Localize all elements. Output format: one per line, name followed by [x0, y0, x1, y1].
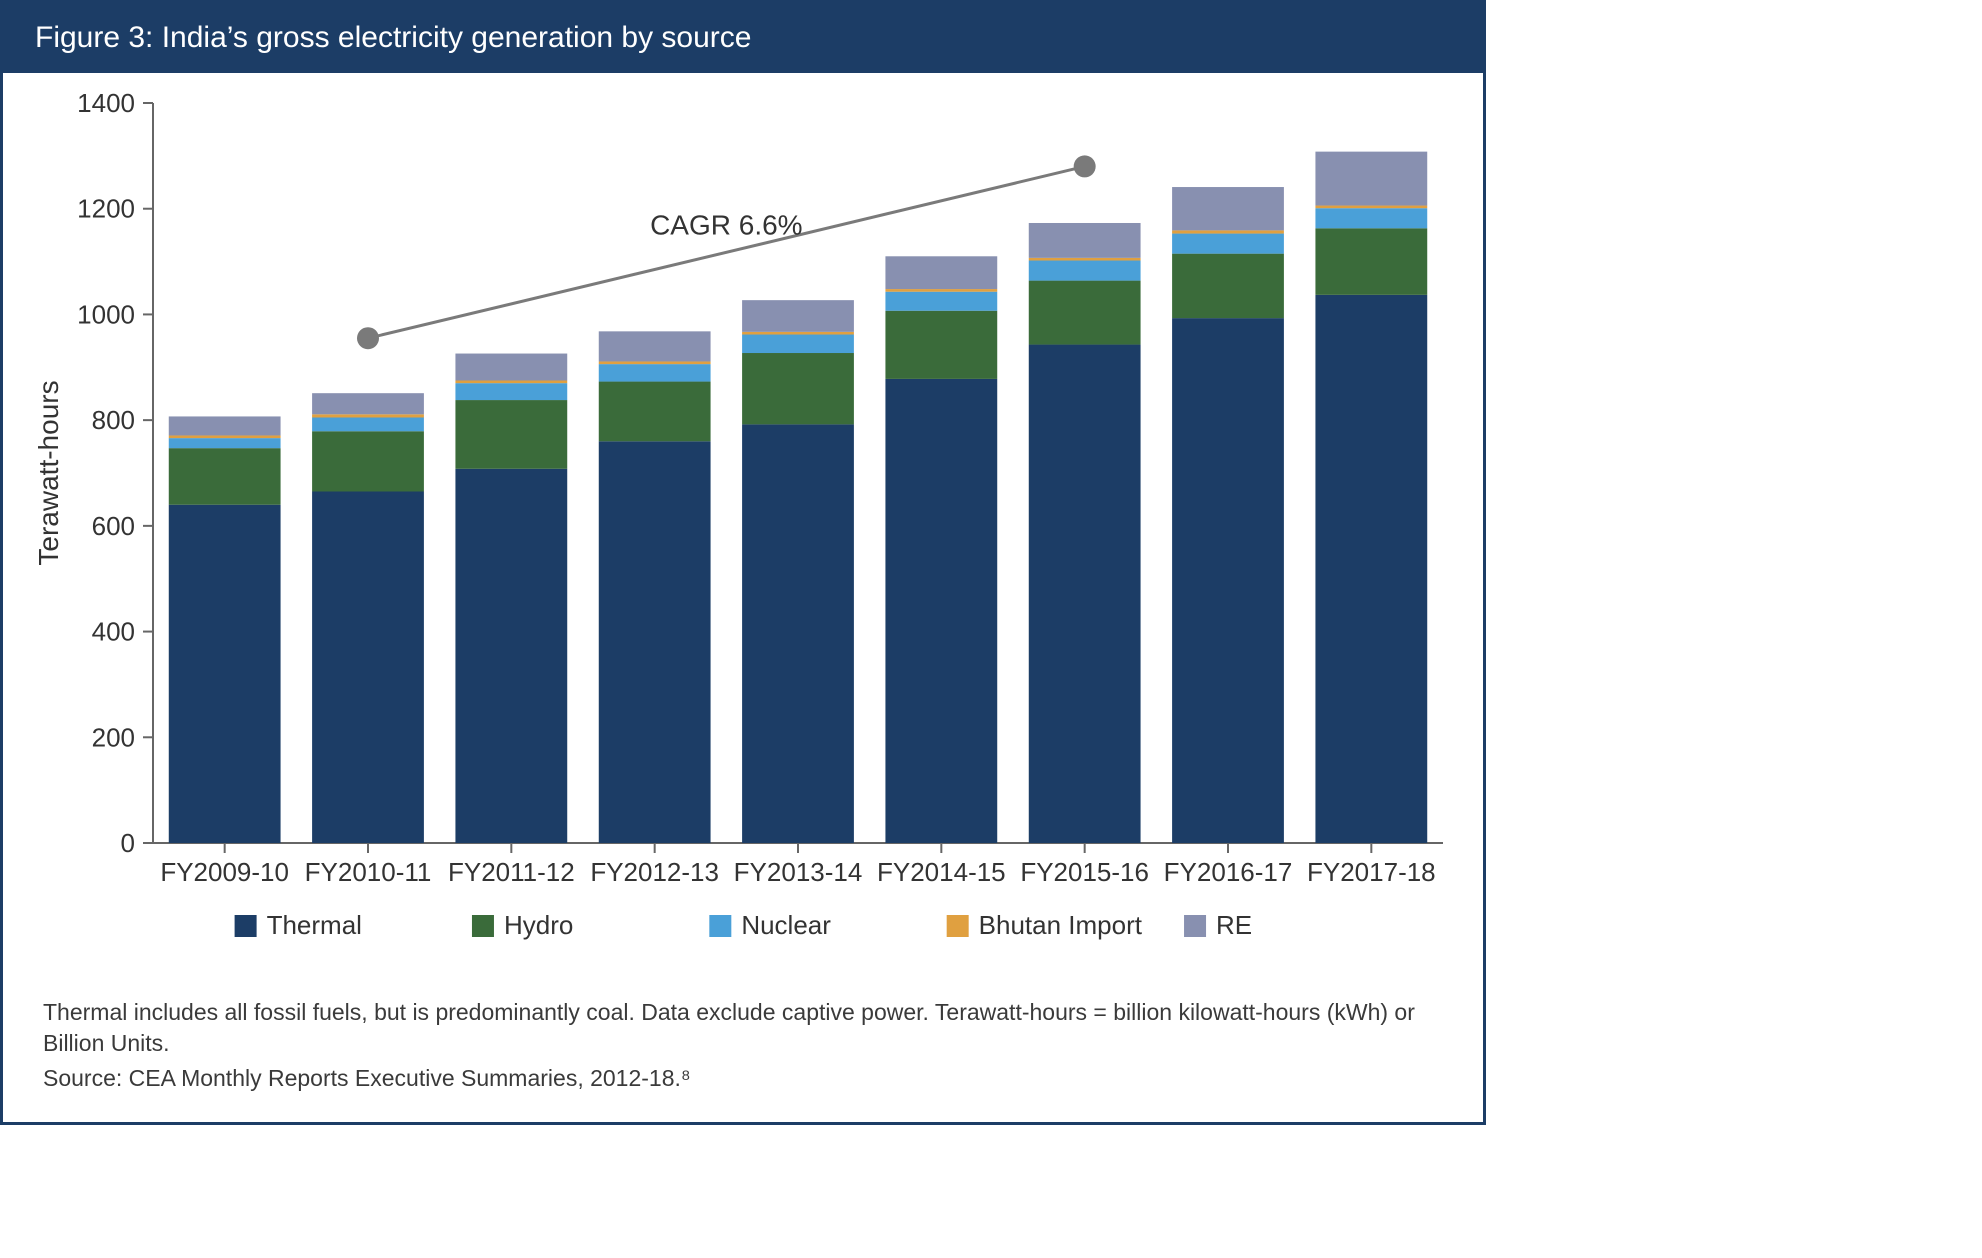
bar-segment — [1315, 208, 1427, 228]
bar-segment — [1172, 187, 1284, 230]
bar-segment — [455, 383, 567, 400]
x-tick-label: FY2013-14 — [734, 857, 863, 887]
stacked-bar-chart: 0 200 400 600 800 1000 1200 1400 Terawatt-hours F… — [3, 73, 1483, 993]
x-tick-label: FY2012-13 — [590, 857, 719, 887]
legend-label: Hydro — [504, 910, 573, 940]
bar-segment — [169, 505, 281, 843]
bar-segment — [169, 416, 281, 435]
bar-segment — [1315, 295, 1427, 843]
y-tick-label: 800 — [92, 405, 135, 435]
x-tick-label: FY2016-17 — [1164, 857, 1293, 887]
bar-segment — [169, 435, 281, 438]
legend-label: RE — [1216, 910, 1252, 940]
legend-label: Thermal — [267, 910, 362, 940]
x-tick-label: FY2015-16 — [1020, 857, 1149, 887]
bar-segment — [1172, 234, 1284, 254]
bar-segment — [742, 353, 854, 424]
y-axis-label: Terawatt-hours — [33, 380, 64, 565]
cagr-label: CAGR 6.6% — [650, 209, 803, 240]
bar-segment — [885, 311, 997, 379]
bar-segment — [1029, 258, 1141, 261]
bar-segment — [599, 382, 711, 442]
y-tick-label: 400 — [92, 617, 135, 647]
figure-container: Figure 3: India’s gross electricity gene… — [0, 0, 1486, 1125]
bar-segment — [742, 424, 854, 843]
bar-segment — [742, 300, 854, 332]
bar-segment — [599, 364, 711, 381]
y-tick-label: 200 — [92, 722, 135, 752]
x-tick-label: FY2014-15 — [877, 857, 1006, 887]
bar-segment — [1029, 281, 1141, 345]
cagr-marker-start — [357, 327, 379, 349]
figure-title: Figure 3: India’s gross electricity gene… — [3, 3, 1483, 73]
chart-area: 0 200 400 600 800 1000 1200 1400 Terawatt-hours F… — [3, 73, 1483, 993]
footnote-text: Thermal includes all fossil fuels, but i… — [43, 997, 1443, 1059]
x-tick-label: FY2009-10 — [160, 857, 289, 887]
bar-segment — [312, 431, 424, 491]
legend-swatch — [709, 915, 731, 937]
legend-label: Nuclear — [741, 910, 831, 940]
bar-segment — [1172, 254, 1284, 318]
legend-swatch — [472, 915, 494, 937]
bar-segment — [1315, 206, 1427, 209]
y-tick-label: 1200 — [77, 194, 135, 224]
bar-segment — [1172, 318, 1284, 843]
y-tick-label: 1400 — [77, 88, 135, 118]
bar-segment — [455, 400, 567, 469]
x-tick-label: FY2017-18 — [1307, 857, 1436, 887]
bar-segment — [312, 418, 424, 432]
x-tick-label: FY2011-12 — [448, 857, 575, 887]
bar-segment — [1029, 261, 1141, 281]
bar-segment — [1315, 228, 1427, 295]
legend-swatch — [1184, 915, 1206, 937]
y-tick-label: 1000 — [77, 299, 135, 329]
bar-segment — [1315, 152, 1427, 206]
bar-segment — [455, 381, 567, 384]
legend-swatch — [947, 915, 969, 937]
bar-segment — [885, 256, 997, 289]
y-tick-label: 600 — [92, 511, 135, 541]
bar-segment — [1172, 230, 1284, 233]
legend-label: Bhutan Import — [979, 910, 1143, 940]
bar-segment — [742, 335, 854, 354]
bar-segment — [885, 289, 997, 292]
bar-segment — [312, 393, 424, 414]
footnotes: Thermal includes all fossil fuels, but i… — [3, 997, 1483, 1122]
y-tick-label: 0 — [121, 828, 135, 858]
bar-segment — [599, 331, 711, 361]
bar-segment — [169, 448, 281, 505]
bar-segment — [312, 492, 424, 844]
bar-segment — [455, 469, 567, 843]
legend-swatch — [235, 915, 257, 937]
bar-segment — [885, 292, 997, 311]
bar-segment — [1029, 223, 1141, 258]
bar-segment — [742, 332, 854, 335]
source-text: Source: CEA Monthly Reports Executive Su… — [43, 1063, 1443, 1094]
bar-segment — [312, 414, 424, 417]
bar-segment — [455, 354, 567, 381]
cagr-marker-end — [1074, 155, 1096, 177]
x-tick-label: FY2010-11 — [305, 857, 432, 887]
bar-segment — [599, 361, 711, 364]
bar-segment — [1029, 345, 1141, 843]
bar-segment — [599, 441, 711, 843]
bar-segment — [169, 438, 281, 448]
bar-segment — [885, 379, 997, 843]
